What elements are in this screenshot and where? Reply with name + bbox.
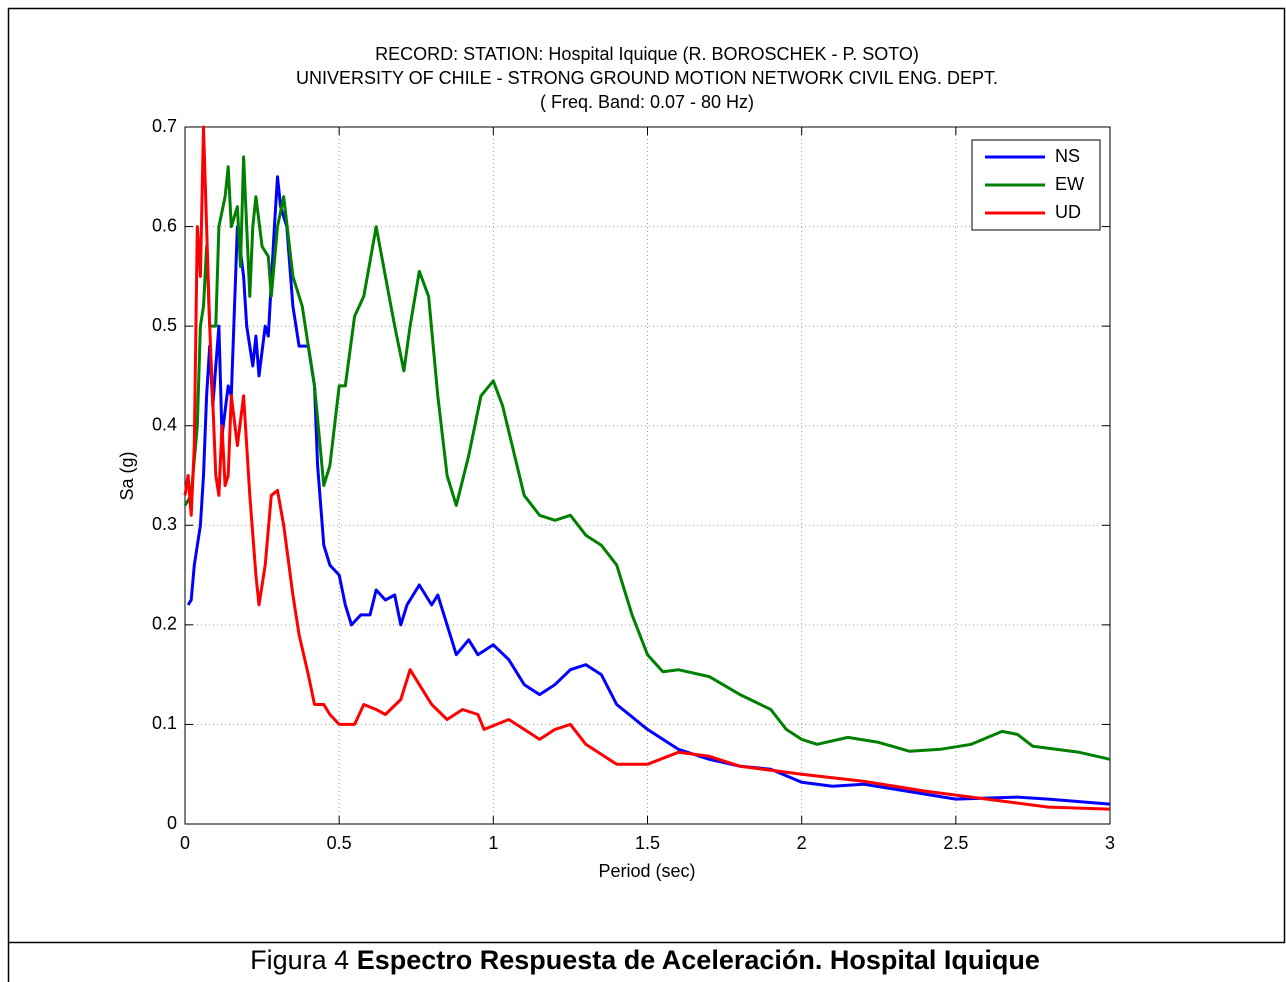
series-line xyxy=(183,155,1111,761)
y-tick-label: 0.6 xyxy=(152,215,177,235)
legend-label: UD xyxy=(1055,202,1081,222)
x-tick-label: 1 xyxy=(488,833,498,853)
x-tick-label: 2 xyxy=(797,833,807,853)
x-tick-label: 0 xyxy=(180,833,190,853)
series-line xyxy=(183,125,1111,811)
y-tick-label: 0.2 xyxy=(152,614,177,634)
y-tick-label: 0.7 xyxy=(152,116,177,136)
x-tick-label: 1.5 xyxy=(635,833,660,853)
x-axis-label: Period (sec) xyxy=(598,861,695,881)
y-axis-label: Sa (g) xyxy=(117,451,137,500)
x-tick-label: 2.5 xyxy=(943,833,968,853)
y-tick-label: 0.4 xyxy=(152,414,177,434)
axes-box xyxy=(184,126,1111,825)
caption: Figura 4 Espectro Respuesta de Aceleraci… xyxy=(250,945,1040,975)
title-line: UNIVERSITY OF CHILE - STRONG GROUND MOTI… xyxy=(296,68,998,88)
title-line: RECORD: STATION: Hospital Iquique (R. BO… xyxy=(375,44,919,64)
y-tick-label: 0.5 xyxy=(152,315,177,335)
y-tick-label: 0 xyxy=(167,813,177,833)
caption-label: Figura 4 xyxy=(250,945,349,975)
caption-title: Espectro Respuesta de Aceleración. Hospi… xyxy=(357,945,1040,975)
frame xyxy=(7,7,1286,944)
legend-label: EW xyxy=(1055,174,1084,194)
x-tick-label: 0.5 xyxy=(327,833,352,853)
series-line xyxy=(186,175,1111,806)
legend-label: NS xyxy=(1055,146,1080,166)
y-tick-label: 0.3 xyxy=(152,514,177,534)
y-tick-label: 0.1 xyxy=(152,713,177,733)
title-line: ( Freq. Band: 0.07 - 80 Hz) xyxy=(540,92,754,112)
x-tick-label: 3 xyxy=(1105,833,1115,853)
